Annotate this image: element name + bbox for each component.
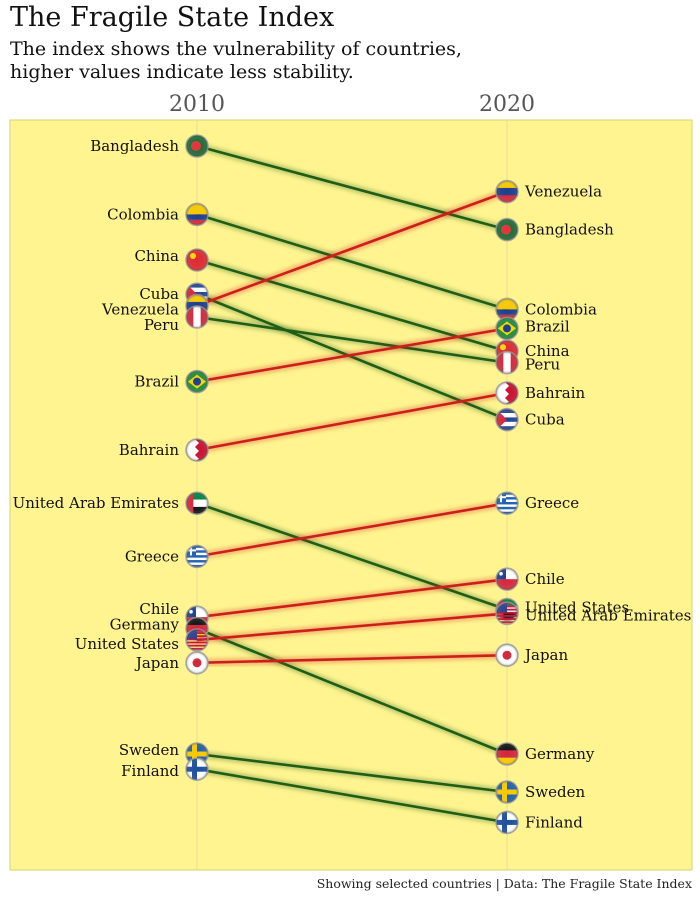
label-2020-colombia: Colombia xyxy=(525,300,597,318)
japan-flag-icon-2020 xyxy=(495,643,519,668)
label-2020-united-states: United States xyxy=(525,598,629,616)
label-2020-brazil: Brazil xyxy=(525,317,570,335)
label-2010-china: China xyxy=(134,247,179,265)
label-2020-bangladesh: Bangladesh xyxy=(525,221,614,239)
label-2010-greece: Greece xyxy=(125,547,179,565)
china-flag-icon-2010 xyxy=(185,248,209,272)
label-2020-china: China xyxy=(525,342,570,360)
cuba-flag-icon-2020 xyxy=(495,407,519,432)
label-2010-colombia: Colombia xyxy=(107,205,179,223)
label-2010-bangladesh: Bangladesh xyxy=(90,137,179,155)
label-2010-united-states: United States xyxy=(75,635,179,653)
year-label-2010: 2010 xyxy=(169,92,225,117)
label-2010-japan: Japan xyxy=(134,654,180,672)
label-2020-sweden: Sweden xyxy=(525,783,585,801)
label-2020-peru: Peru xyxy=(525,356,560,374)
label-2020-venezuela: Venezuela xyxy=(524,183,602,201)
slope-line-colombia xyxy=(196,211,508,313)
slope-line-germany xyxy=(195,625,509,757)
subtitle-line-2: higher values indicate less stability. xyxy=(10,61,354,83)
germany-flag-icon-2020 xyxy=(495,742,519,766)
chart-subtitle: The index shows the vulnerability of cou… xyxy=(10,38,690,84)
label-2010-germany: Germany xyxy=(110,616,180,634)
chart-caption: Showing selected countries | Data: The F… xyxy=(316,876,692,891)
chile-flag-icon-2020 xyxy=(495,567,519,592)
slope-line-chile xyxy=(196,576,508,621)
slope-line-finland xyxy=(196,766,508,826)
sweden-flag-icon-2020 xyxy=(495,780,519,804)
greece-flag-icon-2020 xyxy=(495,491,519,516)
label-2020-cuba: Cuba xyxy=(525,411,565,429)
bangladesh-flag-icon-2020 xyxy=(495,217,519,242)
plot-panel xyxy=(9,119,693,871)
usa-flag-icon-2010 xyxy=(185,628,209,652)
venezuela-flag-icon-2020 xyxy=(495,179,519,204)
bangladesh-flag-icon-2010 xyxy=(185,134,209,158)
slope-line-japan xyxy=(196,652,508,666)
chart-title: The Fragile State Index xyxy=(10,2,335,33)
label-2020-chile: Chile xyxy=(525,570,565,588)
brazil-flag-icon-2010 xyxy=(185,369,209,394)
peru-flag-icon-2010 xyxy=(185,305,209,329)
slope-line-united-arab-emirates xyxy=(196,500,508,613)
finland-flag-icon-2010 xyxy=(185,757,209,782)
label-2020-bahrain: Bahrain xyxy=(525,384,586,402)
slope-line-bangladesh xyxy=(196,143,508,233)
label-2020-greece: Greece xyxy=(525,494,579,512)
label-2010-venezuela: Venezuela xyxy=(101,301,179,319)
slope-line-brazil xyxy=(196,325,508,385)
label-2010-united-arab-emirates: United Arab Emirates xyxy=(13,494,179,512)
peru-flag-icon-2020 xyxy=(495,350,519,375)
label-2020-japan: Japan xyxy=(523,646,569,664)
label-2010-cuba: Cuba xyxy=(139,285,179,303)
slope-line-venezuela xyxy=(195,188,509,309)
label-2010-bahrain: Bahrain xyxy=(119,441,180,459)
bahrain-flag-icon-2020 xyxy=(495,381,519,405)
finland-flag-icon-2020 xyxy=(495,810,519,835)
japan-flag-icon-2010 xyxy=(185,650,209,675)
label-2020-united-arab-emirates: United Arab Emirates xyxy=(525,607,691,625)
usa-flag-icon-2020 xyxy=(495,601,519,626)
brazil-flag-icon-2020 xyxy=(495,316,519,341)
year-label-2020: 2020 xyxy=(479,92,535,117)
label-2010-brazil: Brazil xyxy=(134,373,179,391)
greece-flag-icon-2010 xyxy=(185,544,209,569)
colombia-flag-icon-2010 xyxy=(185,202,209,227)
label-2010-peru: Peru xyxy=(144,316,179,334)
label-2010-finland: Finland xyxy=(121,762,179,780)
label-2010-chile: Chile xyxy=(139,600,179,618)
label-2020-germany: Germany xyxy=(525,745,595,763)
slope-line-united-states xyxy=(196,610,508,643)
subtitle-line-1: The index shows the vulnerability of cou… xyxy=(10,38,462,60)
slope-line-greece xyxy=(196,500,508,560)
slope-line-bahrain xyxy=(196,390,508,453)
slope-line-sweden xyxy=(196,751,508,795)
label-2010-sweden: Sweden xyxy=(119,741,179,759)
slope-line-peru xyxy=(196,314,508,366)
label-2020-finland: Finland xyxy=(525,813,583,831)
bahrain-flag-icon-2010 xyxy=(185,438,209,462)
uae-flag-icon-2010 xyxy=(185,491,209,516)
